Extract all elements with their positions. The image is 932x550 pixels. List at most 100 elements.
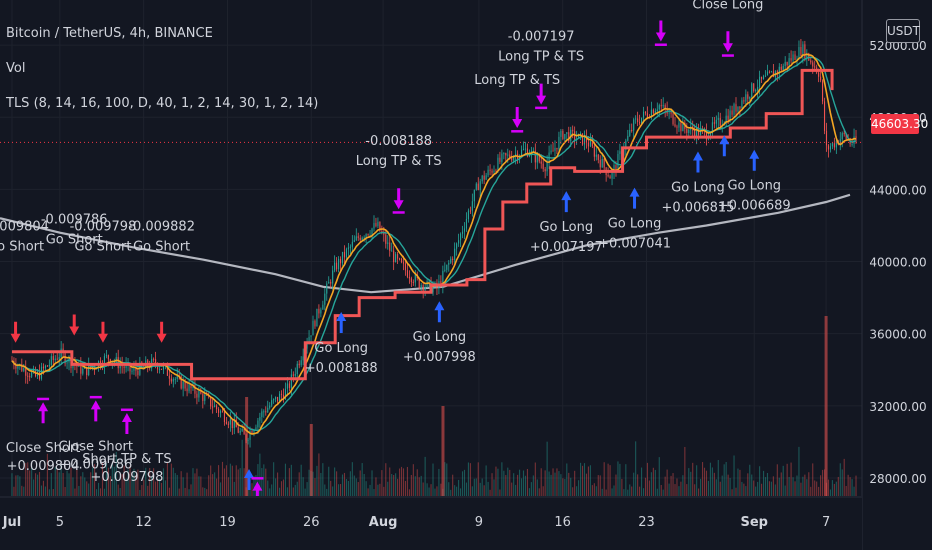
- candle-body: [845, 133, 847, 139]
- candle-body: [166, 365, 168, 376]
- volume-bar: [757, 481, 759, 496]
- exit-arrow: [722, 31, 733, 53]
- exit-arrow: [393, 188, 404, 210]
- volume-bar: [357, 482, 359, 496]
- volume-bar: [642, 488, 645, 496]
- x-tick-label: 7: [822, 515, 830, 530]
- candle-body: [249, 430, 251, 440]
- volume-bar: [822, 469, 824, 496]
- candle-body: [190, 384, 192, 389]
- volume-bar: [44, 486, 46, 496]
- volume-bar: [548, 471, 550, 496]
- candle-body: [652, 109, 654, 114]
- candle-body: [17, 365, 19, 369]
- candle-body: [214, 405, 216, 407]
- candle-body: [58, 357, 60, 360]
- candle-body: [275, 396, 277, 400]
- y-tick-label: 44000.00: [869, 183, 926, 197]
- volume-bar: [520, 478, 523, 496]
- candle-body: [294, 373, 296, 376]
- go-short-value: -0.009882: [128, 220, 195, 235]
- candle-body: [229, 419, 231, 425]
- volume-bar: [810, 486, 812, 496]
- tls-indicator-label[interactable]: TLS (8, 14, 16, 100, D, 40, 1, 2, 14, 30…: [6, 96, 319, 111]
- candle-body: [483, 175, 485, 180]
- volume-bar: [664, 476, 666, 496]
- volume-bar: [524, 475, 527, 496]
- volume-bar: [444, 462, 446, 496]
- candle-body: [391, 250, 393, 252]
- volume-bar: [566, 463, 568, 496]
- go-short-label: Go Short: [0, 240, 44, 255]
- volume-bar: [487, 481, 489, 496]
- candle-body: [764, 75, 767, 77]
- volume-bar: [471, 486, 473, 496]
- candle-body: [593, 146, 595, 157]
- candle-body: [153, 358, 155, 360]
- go-short-label: Go Short: [46, 232, 103, 247]
- volume-bar: [578, 480, 580, 496]
- volume-bar: [404, 480, 407, 496]
- candle-body: [320, 309, 322, 314]
- volume-bar: [696, 465, 698, 496]
- volume-bar: [383, 486, 385, 496]
- candle-body: [432, 286, 434, 293]
- volume-bar: [792, 477, 794, 496]
- volume-bar: [702, 462, 704, 496]
- volume-bar: [288, 468, 290, 496]
- volume-bar: [397, 478, 399, 496]
- volume-bar: [13, 486, 15, 496]
- candle-body: [48, 364, 50, 367]
- volume-spike: [824, 316, 828, 496]
- candle-body: [534, 150, 536, 163]
- candle-body: [759, 76, 761, 88]
- volume-bar: [365, 481, 367, 496]
- volume-bar: [493, 479, 495, 496]
- volume-bar: [269, 488, 271, 496]
- candle-body: [200, 390, 202, 394]
- volume-bar: [818, 486, 820, 496]
- candle-body: [503, 153, 505, 155]
- candle-body: [662, 105, 664, 107]
- candle-body: [768, 71, 770, 73]
- candle-body: [23, 367, 25, 371]
- volume-bar: [705, 470, 708, 496]
- x-tick-label: Sep: [741, 515, 769, 530]
- volume-bar: [294, 484, 296, 496]
- candle-body: [103, 356, 105, 367]
- volume-bar: [778, 477, 780, 496]
- candle-body: [282, 394, 285, 400]
- volume-bar: [540, 468, 542, 496]
- volume-bar: [76, 467, 78, 496]
- volume-bar: [304, 488, 306, 496]
- volume-bar: [654, 469, 656, 496]
- y-axis[interactable]: 28000.00 32000.00 36000.00 40000.00 44000.00…: [861, 0, 932, 550]
- currency-chip[interactable]: USDT: [886, 19, 920, 43]
- candle-body: [644, 111, 647, 114]
- candle-body: [654, 110, 656, 114]
- symbol-title[interactable]: Bitcoin / TetherUS, 4h, BINANCE: [6, 26, 213, 41]
- candle-body: [343, 251, 346, 258]
- candle-body: [155, 359, 157, 364]
- volume-bar: [80, 476, 82, 496]
- x-axis[interactable]: Jul 5 12 19 26 Aug 9 16 23 Sep 7: [0, 496, 862, 550]
- volume-bar: [786, 463, 788, 496]
- volume-bar: [837, 476, 839, 496]
- candle-body: [257, 420, 259, 428]
- volume-bar: [359, 470, 361, 496]
- volume-bar: [15, 475, 17, 496]
- candle-body: [265, 411, 267, 413]
- y-tick-label: 40000.00: [869, 256, 926, 270]
- candle-body: [76, 365, 78, 367]
- candle-body: [338, 258, 340, 270]
- volume-bar: [338, 484, 340, 496]
- volume-bar: [656, 488, 658, 496]
- volume-bar: [393, 475, 395, 496]
- candle-body: [202, 393, 204, 401]
- volume-indicator-label[interactable]: Vol: [6, 61, 26, 76]
- volume-bar: [190, 484, 192, 496]
- volume-bar: [434, 488, 436, 496]
- candle-body: [739, 106, 741, 109]
- x-tick-label: 5: [56, 515, 64, 530]
